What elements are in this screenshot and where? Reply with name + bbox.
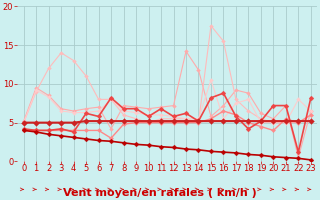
Text: Vent moyen/en rafales ( km/h ): Vent moyen/en rafales ( km/h ) <box>63 188 257 198</box>
